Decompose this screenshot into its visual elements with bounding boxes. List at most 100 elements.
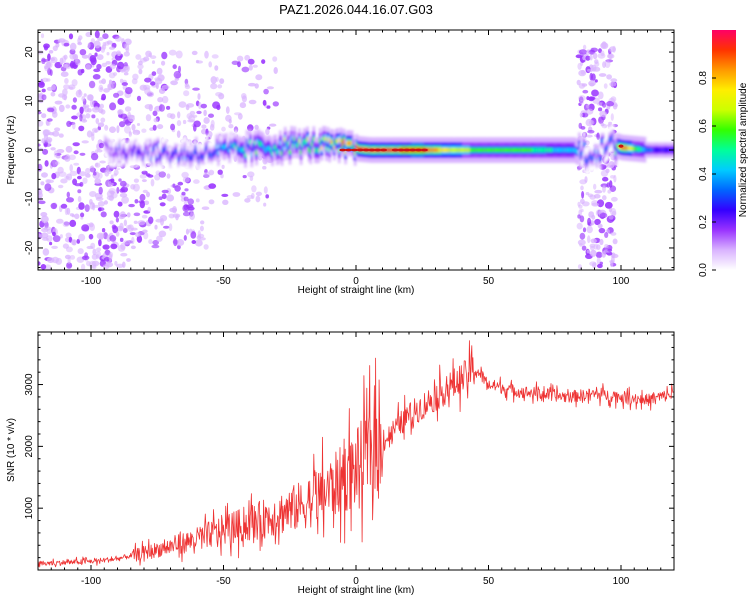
spectrogram-blob [195,198,200,203]
spectrogram-band-cell [582,142,586,147]
spectrogram-blob [200,103,207,109]
spectrogram-blob [161,60,166,66]
spectrogram-blob [254,83,259,89]
spectrogram-blob [582,44,587,50]
spectrogram-band-cell [336,138,339,143]
spectrogram-band-cell [220,146,223,151]
spectrogram-blob [123,240,131,245]
spectrogram-blob [97,37,104,41]
spectrogram-blob [65,246,73,253]
spectrogram-blob [141,214,148,219]
spectrogram-blob [604,60,611,68]
spectrogram-band-cell [202,154,206,159]
spectrogram-band-cell [387,147,390,153]
spectrogram-blob [607,53,615,59]
spectrogram-band-cell [465,147,468,153]
spectrogram-band-cell [314,148,317,153]
spectrogram-blob [157,97,164,103]
spectrogram-blob [181,191,186,196]
spectrogram-band-cell [508,147,511,153]
spectrogram-band-cell [649,147,653,153]
spectrogram-band-cell [331,140,335,145]
spectrogram-band-cell [156,142,160,148]
spectrogram-blob [183,90,190,97]
spectrogram-blob [48,50,54,54]
spectrogram-blob [72,142,80,147]
spectrogram-band-cell [166,152,169,158]
spectrogram-blob [242,175,247,179]
spectrogram-blob [156,67,163,75]
spectrogram-blob [191,240,197,244]
colorbar-label: Normalized spectral amplitude [738,82,749,217]
spectrogram-blob [579,112,583,118]
spectrogram-band-cell [598,156,602,161]
spectrogram-blob [62,88,68,97]
spectrogram-blob [68,33,74,40]
spectrogram-band-cell [512,147,516,153]
spectrogram-blob [587,217,592,226]
spectrogram-blob [593,183,597,190]
spectrogram-blob [197,93,201,100]
spectrogram-band-cell [656,147,659,153]
spectrogram-band-cell [530,147,533,153]
spectrogram-blob [79,152,86,156]
spectrogram-blob [221,164,225,169]
spectrogram-blob [273,67,278,74]
spectrogram-band-cell [212,151,215,156]
spectrogram-blob [182,211,191,217]
spectrogram-blob [103,200,108,205]
spectrogram-blob [94,162,101,168]
snr-y-tick-label: 3000 [24,373,35,396]
spectrogram-blob [90,152,99,161]
spectrogram-band-cell [121,149,125,154]
spectrogram-band-cell [306,137,309,142]
spectrogram-blob [218,93,225,100]
spectrogram-peak [415,148,422,152]
spectrogram-band-cell [557,147,560,153]
spectrogram-x-tick-label: 50 [483,276,495,287]
spectrogram-blob [113,173,118,177]
spectrogram-blob [606,74,612,80]
spectrogram-blob [92,264,97,270]
spectrogram-band-cell [501,147,505,153]
spectrogram-blob [125,87,133,95]
spectrogram-band-cell [148,144,152,149]
spectrogram-blob [63,42,70,47]
spectrogram-blob [105,61,111,65]
spectrogram-band-cell [450,147,454,153]
spectrogram-blob [99,103,105,109]
spectrogram-blob [221,126,226,132]
spectrogram-blob [54,127,61,132]
spectrogram-band-cell [638,147,642,152]
spectrogram-band-cell [164,146,168,151]
spectrogram-blob [86,260,91,267]
spectrogram-blob [605,168,610,174]
spectrogram-blob [135,54,142,60]
spectrogram-band-cell [538,147,541,153]
spectrogram-band-cell [457,147,460,153]
spectrogram-blob [116,125,120,134]
spectrogram-blob [131,236,135,245]
spectrogram-blob [89,191,97,197]
spectrogram-blob [263,202,267,207]
spectrogram-blob [192,87,200,91]
spectrogram-blob [201,124,207,129]
spectrogram-band-cell [248,140,252,145]
spectrogram-blob [143,84,151,90]
spectrogram-band-cell [595,157,599,163]
spectrogram-blob [119,78,124,84]
spectrogram-band-cell [350,140,354,146]
spectrogram-blob [582,89,589,94]
spectrogram-blob [599,261,603,265]
spectrogram-blob [117,97,125,106]
spectrogram-peak [350,148,358,152]
spectrogram-blob [80,216,84,220]
spectrogram-blob [611,210,617,217]
spectrogram-blob [81,224,90,232]
spectrogram-blob [241,66,250,73]
spectrogram-band-cell [560,147,564,153]
spectrogram-blob [79,49,87,56]
spectrogram-blob [112,225,119,234]
spectrogram-band-cell [438,147,441,153]
spectrogram-blob [587,129,595,134]
